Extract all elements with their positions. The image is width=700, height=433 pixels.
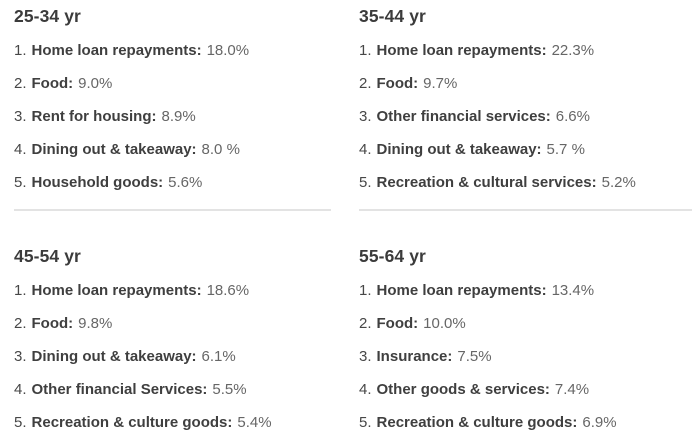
item-number: 5. xyxy=(359,414,372,431)
item-value: 5.2% xyxy=(601,174,636,191)
list-item: 2. Food: 10.0% xyxy=(359,313,692,334)
item-value: 8.9% xyxy=(161,108,196,125)
item-number: 5. xyxy=(359,174,372,191)
item-value: 8.0 % xyxy=(201,141,240,158)
item-number: 1. xyxy=(14,42,27,59)
item-value: 18.6% xyxy=(206,282,250,299)
list-item: 4. Other goods & services: 7.4% xyxy=(359,379,692,400)
list-item: 1. Home loan repayments: 18.0% xyxy=(14,40,331,61)
item-label: Food: xyxy=(376,75,419,92)
section-35-44-yr: 35-44 yr 1. Home loan repayments: 22.3% … xyxy=(359,0,692,211)
item-label: Dining out & takeaway: xyxy=(31,348,197,365)
item-value: 6.6% xyxy=(555,108,590,125)
section-title: 45-54 yr xyxy=(14,246,81,266)
item-value: 13.4% xyxy=(551,282,595,299)
item-label: Home loan repayments: xyxy=(31,42,202,59)
item-number: 1. xyxy=(14,282,27,299)
item-label: Recreation & cultural services: xyxy=(376,174,597,191)
item-label: Other financial Services: xyxy=(31,381,208,398)
item-label: Dining out & takeaway: xyxy=(31,141,197,158)
item-number: 1. xyxy=(359,282,372,299)
item-number: 3. xyxy=(14,348,27,365)
item-label: Recreation & culture goods: xyxy=(31,414,233,431)
item-number: 3. xyxy=(359,108,372,125)
item-label: Home loan repayments: xyxy=(31,282,202,299)
item-label: Rent for housing: xyxy=(31,108,157,125)
section-55-64-yr: 55-64 yr 1. Home loan repayments: 13.4% … xyxy=(359,211,692,433)
item-number: 5. xyxy=(14,174,27,191)
list-item: 3. Dining out & takeaway: 6.1% xyxy=(14,346,331,367)
list-item: 4. Dining out & takeaway: 5.7 % xyxy=(359,139,692,160)
item-number: 2. xyxy=(359,75,372,92)
item-label: Recreation & culture goods: xyxy=(376,414,578,431)
list-item: 1. Home loan repayments: 18.6% xyxy=(14,280,331,301)
item-number: 5. xyxy=(14,414,27,431)
item-number: 1. xyxy=(359,42,372,59)
list-item: 2. Food: 9.0% xyxy=(14,73,331,94)
list-item: 2. Food: 9.7% xyxy=(359,73,692,94)
item-number: 4. xyxy=(359,381,372,398)
item-value: 5.4% xyxy=(237,414,272,431)
item-number: 4. xyxy=(359,141,372,158)
list-item: 3. Rent for housing: 8.9% xyxy=(14,106,331,127)
item-label: Other financial services: xyxy=(376,108,551,125)
item-label: Dining out & takeaway: xyxy=(376,141,542,158)
item-value: 9.0% xyxy=(78,75,113,92)
section-45-54-yr: 45-54 yr 1. Home loan repayments: 18.6% … xyxy=(14,211,331,433)
list-item: 5. Recreation & culture goods: 6.9% xyxy=(359,412,692,433)
item-label: Home loan repayments: xyxy=(376,282,547,299)
item-value: 7.4% xyxy=(554,381,590,398)
list-item: 2. Food: 9.8% xyxy=(14,313,331,334)
list-item: 3. Insurance: 7.5% xyxy=(359,346,692,367)
item-value: 22.3% xyxy=(551,42,595,59)
section-title: 25-34 yr xyxy=(14,6,81,26)
section-title: 35-44 yr xyxy=(359,6,426,26)
item-number: 3. xyxy=(359,348,372,365)
item-number: 4. xyxy=(14,381,27,398)
item-value: 5.5% xyxy=(212,381,247,398)
item-number: 2. xyxy=(14,315,27,332)
item-value: 10.0% xyxy=(423,315,466,332)
item-value: 5.7 % xyxy=(546,141,585,158)
item-number: 4. xyxy=(14,141,27,158)
item-label: Insurance: xyxy=(376,348,453,365)
item-label: Food: xyxy=(31,75,74,92)
item-value: 9.8% xyxy=(78,315,113,332)
item-value: 18.0% xyxy=(206,42,250,59)
list-item: 4. Dining out & takeaway: 8.0 % xyxy=(14,139,331,160)
item-number: 3. xyxy=(14,108,27,125)
list-item: 5. Recreation & culture goods: 5.4% xyxy=(14,412,331,433)
item-number: 2. xyxy=(359,315,372,332)
item-label: Other goods & services: xyxy=(376,381,550,398)
list-item: 4. Other financial Services: 5.5% xyxy=(14,379,331,400)
item-value: 6.9% xyxy=(582,414,617,431)
list-item: 5. Recreation & cultural services: 5.2% xyxy=(359,172,692,193)
item-value: 5.6% xyxy=(168,174,203,191)
list-item: 1. Home loan repayments: 13.4% xyxy=(359,280,692,301)
item-value: 9.7% xyxy=(423,75,458,92)
list-item: 3. Other financial services: 6.6% xyxy=(359,106,692,127)
item-value: 6.1% xyxy=(201,348,236,365)
section-title: 55-64 yr xyxy=(359,246,426,266)
item-label: Food: xyxy=(376,315,419,332)
item-number: 2. xyxy=(14,75,27,92)
item-label: Food: xyxy=(31,315,74,332)
list-item: 5. Household goods: 5.6% xyxy=(14,172,331,193)
item-label: Household goods: xyxy=(31,174,164,191)
item-label: Home loan repayments: xyxy=(376,42,547,59)
section-25-34-yr: 25-34 yr 1. Home loan repayments: 18.0% … xyxy=(14,0,331,211)
list-item: 1. Home loan repayments: 22.3% xyxy=(359,40,692,61)
item-value: 7.5% xyxy=(457,348,492,365)
